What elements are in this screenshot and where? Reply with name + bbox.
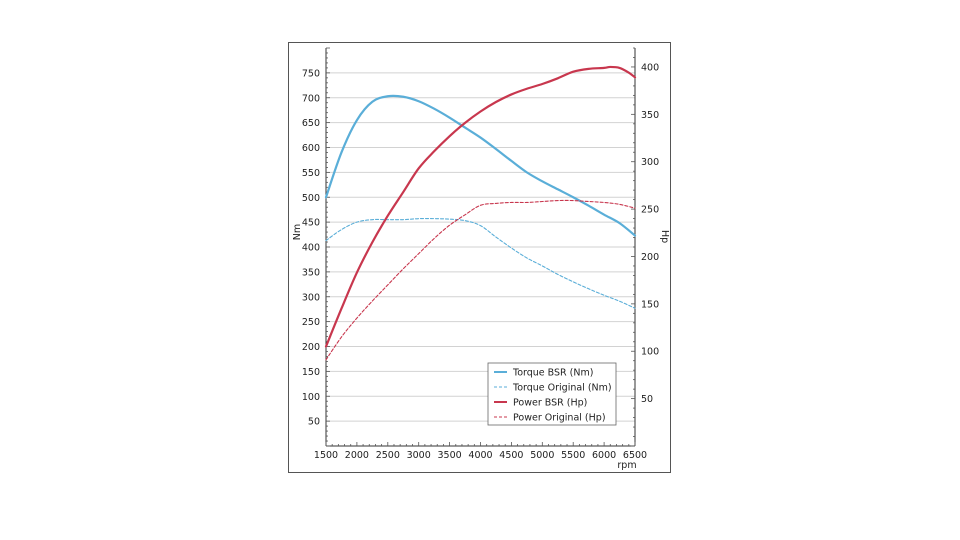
x-tick-label: 4500 (499, 450, 523, 461)
y-left-tick-label: 350 (302, 267, 320, 278)
y-left-tick-label: 600 (302, 143, 320, 154)
y-right-tick-label: 300 (641, 157, 659, 168)
y-right-tick-label: 50 (641, 394, 653, 405)
y-left-tick-label: 50 (308, 417, 320, 428)
x-tick-label: 6000 (592, 450, 616, 461)
y-left-tick-label: 750 (302, 68, 320, 79)
grid-layer (326, 72, 635, 422)
x-tick-label: 3500 (438, 450, 462, 461)
y-left-tick-label: 550 (302, 168, 320, 179)
y-left-tick-label: 700 (302, 93, 320, 104)
axis-layer: 1500 2000 2500 3000 3500 4000 4500 5000 5500 6000… (292, 47, 670, 471)
x-tick-label: 2000 (345, 450, 369, 461)
y-left-axis-title: Nm (292, 224, 303, 240)
y-right-tick-label: 350 (641, 110, 659, 121)
series-line-torque-original-nm (325, 217, 636, 309)
series-line-power-original-hp (325, 199, 636, 361)
series-line-power-bsr-hp (324, 65, 637, 348)
y-left-tick-label: 400 (302, 243, 320, 254)
series-line-torque-bsr-nm (324, 94, 637, 237)
y-left-tick-label: 150 (302, 367, 320, 378)
y-left-tick-label: 300 (302, 292, 320, 303)
legend-label: Torque Original (Nm) (512, 383, 612, 394)
y-right-tick-label: 400 (641, 62, 659, 73)
y-left-tick-label: 200 (302, 342, 320, 353)
legend-label: Power BSR (Hp) (513, 398, 587, 409)
x-tick-label: 6500 (623, 450, 647, 461)
legend-box (487, 362, 617, 426)
y-right-tick-label: 250 (641, 205, 659, 216)
y-right-tick-label: 100 (641, 347, 659, 358)
y-left-tick-label: 650 (302, 118, 320, 129)
legend-label: Torque BSR (Nm) (512, 368, 593, 379)
y-right-tick-label: 150 (641, 299, 659, 310)
y-left-tick-label: 100 (302, 392, 320, 403)
y-left-tick-label: 450 (302, 218, 320, 229)
y-left-tick-label: 500 (302, 193, 320, 204)
x-tick-label: 5000 (530, 450, 554, 461)
legend-label: Power Original (Hp) (513, 413, 606, 424)
x-tick-label: 2500 (376, 450, 400, 461)
x-tick-label: 3000 (407, 450, 431, 461)
y-left-tick-label: 250 (302, 317, 320, 328)
chart-frame: 1500 2000 2500 3000 3500 4000 4500 5000 5500 6000… (288, 42, 671, 473)
chart-svg: 1500 2000 2500 3000 3500 4000 4500 5000 5500 6000… (292, 47, 670, 471)
x-axis-title: rpm (617, 460, 636, 471)
legend: Torque BSR (Nm) Torque Original (Nm) Power… (487, 362, 617, 426)
y-right-axis-title: Hp (659, 230, 670, 243)
y-right-tick-label: 200 (641, 252, 659, 263)
x-tick-label: 5500 (561, 450, 585, 461)
x-tick-label: 1500 (314, 450, 338, 461)
x-tick-label: 4000 (468, 450, 492, 461)
series-layer (324, 65, 637, 361)
